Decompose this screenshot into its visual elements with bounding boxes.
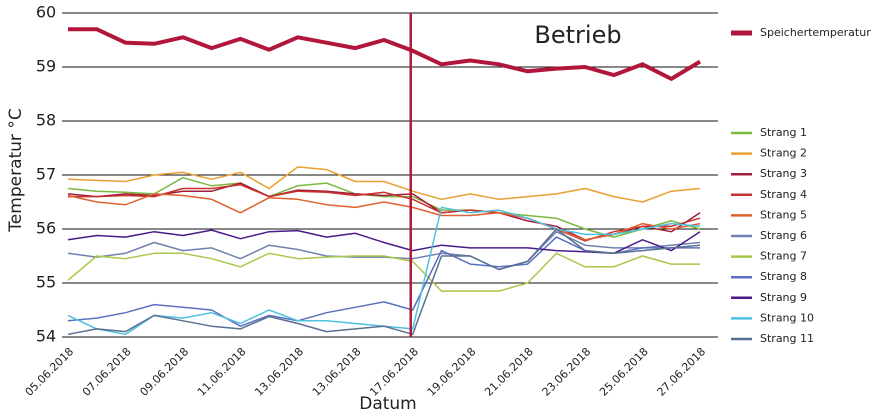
x-tick-label: 07.06.2018 (80, 345, 134, 399)
x-tick-label: 21.06.2018 (482, 345, 536, 399)
legend-label: Strang 4 (760, 188, 807, 201)
series-line (67, 229, 701, 255)
legend-label: Strang 7 (760, 250, 807, 263)
x-tick-label: 11.06.2018 (195, 345, 249, 399)
legend-label: Strang 2 (760, 147, 807, 160)
series-line (67, 230, 701, 271)
series-line (67, 176, 701, 238)
y-tick-label: 59 (36, 57, 56, 76)
x-tick-label: 05.06.2018 (23, 345, 77, 399)
x-tick-label: 19.06.2018 (425, 345, 479, 399)
series-line (67, 193, 701, 241)
x-tick-label: 25.06.2018 (597, 345, 651, 399)
series-line (67, 206, 701, 336)
x-tick-label: 17.06.2018 (367, 345, 421, 399)
x-axis-label: Datum (359, 394, 417, 414)
series-line (67, 166, 701, 203)
y-tick-label: 60 (36, 3, 56, 22)
series-line (67, 228, 701, 336)
series-line (68, 27, 702, 81)
x-tick-label: 13.06.2018 (310, 345, 364, 399)
legend-label: Strang 6 (760, 229, 807, 242)
legend-label: Speichertemperatur (760, 26, 871, 39)
y-axis-label: Temperatur °C (6, 108, 26, 232)
x-tick-label: 23.06.2018 (540, 345, 594, 399)
series-line (67, 236, 700, 327)
legend-label: Strang 5 (760, 208, 807, 221)
y-tick-label: 54 (36, 327, 56, 346)
legend-label: Strang 1 (760, 126, 807, 139)
legend-label: Strang 11 (760, 332, 814, 345)
y-tick-label: 58 (36, 111, 56, 130)
legend-label: Strang 8 (760, 270, 807, 283)
x-tick-label: 09.06.2018 (137, 345, 191, 399)
annotation: Betrieb (534, 21, 621, 49)
legend-label: Strang 10 (760, 311, 814, 324)
series-line (67, 252, 700, 292)
legend-label: Strang 9 (760, 291, 807, 304)
y-tick-label: 57 (36, 165, 56, 184)
legend-label: Strang 3 (760, 167, 807, 180)
x-tick-label: 27.06.2018 (655, 345, 709, 399)
y-tick-label: 55 (36, 273, 56, 292)
y-tick-label: 56 (36, 219, 56, 238)
x-tick-label: 13.06.2018 (252, 345, 306, 399)
